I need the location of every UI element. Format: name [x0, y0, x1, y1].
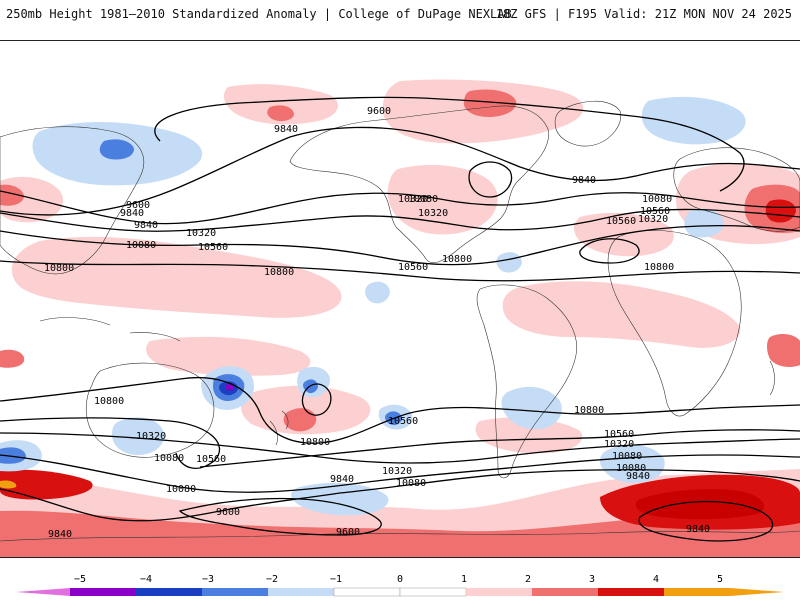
map-header: 250mb Height 1981–2010 Standardized Anom…	[0, 0, 800, 30]
contour-label: 10800	[574, 405, 604, 416]
colorbar-tick-label: −1	[330, 574, 342, 585]
colorbar-tick-label: 0	[397, 574, 403, 585]
contour-label: 10080	[612, 451, 642, 462]
contour-label: 10320	[382, 466, 412, 477]
contour-label: 10080	[396, 478, 426, 489]
anomaly-region-greenland-neg	[642, 97, 746, 144]
weather-map: 9600 9840 9840 9600 10080 10320 10080 10…	[0, 40, 800, 558]
contour-label: 10320	[186, 228, 216, 239]
colorbar-legend: −5 −4 −3 −2 −1 0 1 2 3 4 5	[0, 560, 800, 600]
contour-label: 10320	[398, 194, 428, 205]
anomaly-region-tropics-2	[503, 281, 741, 348]
contour-label: 10080	[154, 453, 184, 464]
map-title: 250mb Height 1981–2010 Standardized Anom…	[6, 7, 512, 21]
colorbar-segment	[334, 588, 400, 596]
contour-label: 10320	[638, 214, 668, 225]
contour-label: 10320	[136, 431, 166, 442]
colorbar-segment	[202, 588, 268, 596]
colorbar-segment	[400, 588, 466, 596]
anomaly-region-tropics-neg	[365, 282, 390, 304]
coast-indonesia	[40, 318, 180, 341]
coast-madagascar	[770, 361, 775, 395]
colorbar-arrow-right	[730, 588, 784, 596]
colorbar-tick-label: 5	[717, 574, 723, 585]
colorbar-tick-label: −5	[74, 574, 86, 585]
contour-label: 9600	[367, 106, 391, 117]
colorbar-segment	[136, 588, 202, 596]
contour-label: 10800	[300, 437, 330, 448]
run-info: 18Z GFS | F195 Valid: 21Z MON NOV 24 202…	[496, 7, 792, 21]
contour-label: 10560	[388, 416, 418, 427]
colorbar-tick-label: 3	[589, 574, 595, 585]
colorbar-segment	[70, 588, 136, 596]
contour-label: 10800	[644, 262, 674, 273]
contour-label: 10560	[606, 216, 636, 227]
contour-label: 10560	[196, 454, 226, 465]
colorbar-ticks: −5 −4 −3 −2 −1 0 1 2 3 4 5	[74, 574, 723, 585]
anomaly-region-westindian	[0, 350, 24, 368]
colorbar-tick-label: 4	[653, 574, 659, 585]
colorbar-segment	[664, 588, 730, 596]
contour-label: 9840	[330, 474, 354, 485]
contour-label: 10080	[642, 194, 672, 205]
colorbar-segment	[532, 588, 598, 596]
contour-label: 10800	[94, 396, 124, 407]
contour-label: 9600	[216, 507, 240, 518]
anomaly-region-caribbean-neg	[496, 252, 522, 272]
colorbar-segment	[598, 588, 664, 596]
colorbar-arrow-left	[16, 588, 70, 596]
colorbar-tick-label: −3	[202, 574, 214, 585]
contour-label: 9840	[274, 124, 298, 135]
contour-label: 9840	[686, 524, 710, 535]
colorbar-segments	[16, 588, 784, 596]
colorbar-segment	[268, 588, 334, 596]
contour-label: 10080	[166, 484, 196, 495]
colorbar-segment	[466, 588, 532, 596]
contour-label: 10320	[418, 208, 448, 219]
contour-label: 10320	[604, 439, 634, 450]
contour-label: 10560	[398, 262, 428, 273]
colorbar-tick-label: 2	[525, 574, 531, 585]
contour-label: 9840	[48, 529, 72, 540]
map-canvas: 9600 9840 9840 9600 10080 10320 10080 10…	[0, 41, 800, 558]
colorbar-tick-label: −4	[140, 574, 152, 585]
contour-label: 10080	[616, 463, 646, 474]
contour-label: 9840	[120, 208, 144, 219]
contour-label: 10560	[198, 242, 228, 253]
colorbar-tick-label: −2	[266, 574, 278, 585]
contour-label: 10080	[126, 240, 156, 251]
contour-label: 9840	[134, 220, 158, 231]
contour-label: 10800	[44, 263, 74, 274]
anomaly-region-eastindian	[767, 334, 800, 367]
contour-label: 10800	[442, 254, 472, 265]
contour-label: 9600	[336, 527, 360, 538]
colorbar-canvas: −5 −4 −3 −2 −1 0 1 2 3 4 5	[0, 560, 800, 600]
contour-label: 9840	[572, 175, 596, 186]
anomaly-region-southpac-core	[284, 408, 317, 431]
contour-label: 10800	[264, 267, 294, 278]
colorbar-tick-label: 1	[461, 574, 467, 585]
